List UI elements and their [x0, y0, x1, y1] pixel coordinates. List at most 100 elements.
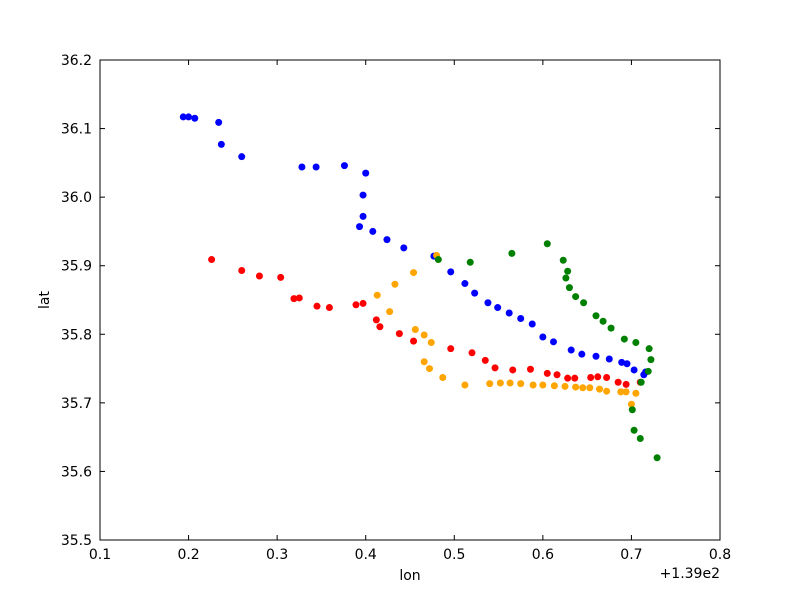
- data-point: [295, 294, 303, 302]
- y-tick-label: 35.7: [61, 396, 92, 412]
- data-point: [340, 162, 348, 170]
- data-point: [572, 383, 580, 391]
- data-point: [496, 379, 504, 387]
- data-point: [528, 320, 536, 328]
- data-point: [359, 191, 367, 199]
- y-tick-label: 35.8: [61, 327, 92, 343]
- data-point: [373, 291, 381, 299]
- data-point: [238, 267, 246, 275]
- data-point: [549, 338, 557, 346]
- data-point: [567, 346, 575, 354]
- plot-frame: [99, 59, 721, 541]
- data-point: [179, 113, 187, 121]
- data-point: [630, 426, 638, 434]
- data-point: [617, 388, 625, 396]
- y-tick-label: 35.9: [61, 259, 92, 275]
- data-point: [517, 315, 525, 323]
- data-point: [447, 345, 455, 353]
- y-tick-label: 35.5: [61, 533, 92, 549]
- data-point: [410, 269, 418, 277]
- data-point: [383, 236, 391, 244]
- data-point: [562, 274, 570, 282]
- data-point: [290, 295, 298, 303]
- data-point: [644, 367, 652, 375]
- data-point: [461, 381, 469, 389]
- data-point: [494, 304, 502, 312]
- data-point: [596, 385, 604, 393]
- data-point: [628, 406, 636, 414]
- data-point: [579, 384, 587, 392]
- data-point: [325, 304, 333, 312]
- data-point: [653, 454, 661, 462]
- data-point: [362, 169, 370, 177]
- data-point: [255, 272, 263, 280]
- data-point: [447, 268, 455, 276]
- data-point: [217, 140, 225, 148]
- data-point: [553, 371, 561, 379]
- data-point: [627, 400, 635, 408]
- data-point: [632, 339, 640, 347]
- data-point: [277, 273, 285, 281]
- data-point: [411, 325, 419, 333]
- data-point: [605, 355, 613, 363]
- data-point: [191, 114, 199, 122]
- data-point: [395, 330, 403, 338]
- data-point: [391, 280, 399, 288]
- data-point: [481, 356, 489, 364]
- data-point: [352, 301, 360, 309]
- data-point: [572, 293, 580, 301]
- x-tick-label: 0.6: [532, 547, 554, 563]
- data-point: [620, 335, 628, 343]
- data-point: [526, 365, 534, 373]
- data-point: [622, 388, 630, 396]
- data-point: [543, 240, 551, 248]
- data-point: [607, 324, 615, 332]
- data-point: [637, 378, 645, 386]
- data-point: [618, 358, 626, 366]
- data-point: [215, 118, 223, 126]
- data-point: [466, 258, 474, 266]
- x-tick-label: 0.4: [355, 547, 377, 563]
- data-point: [313, 302, 321, 310]
- data-point: [506, 379, 514, 387]
- data-point: [592, 312, 600, 320]
- data-point: [564, 374, 572, 382]
- data-point: [376, 323, 384, 331]
- data-point: [614, 378, 622, 386]
- x-offset-label: +1.39e2: [660, 566, 720, 582]
- data-point: [578, 350, 586, 358]
- data-point: [561, 382, 569, 390]
- data-point: [529, 381, 537, 389]
- points-layer: [179, 113, 661, 462]
- data-point: [400, 244, 408, 252]
- data-point: [312, 163, 320, 171]
- data-point: [505, 309, 513, 317]
- data-point: [559, 256, 567, 264]
- data-point: [508, 249, 516, 257]
- data-point: [427, 339, 435, 347]
- data-point: [471, 289, 479, 297]
- x-tick-label: 0.8: [709, 547, 731, 563]
- data-point: [630, 366, 638, 374]
- data-point: [420, 331, 428, 339]
- data-point: [356, 223, 364, 231]
- data-point: [434, 256, 442, 264]
- y-axis-label: lat: [37, 291, 53, 309]
- data-point: [386, 308, 394, 316]
- data-point: [603, 387, 611, 395]
- data-point: [425, 365, 433, 373]
- data-point: [185, 113, 193, 121]
- y-tick-label: 36.0: [61, 190, 92, 206]
- data-point: [439, 373, 447, 381]
- data-point: [636, 435, 644, 443]
- x-tick-label: 0.2: [177, 547, 199, 563]
- data-point: [592, 352, 600, 360]
- data-point: [632, 389, 640, 397]
- x-tick-label: 0.1: [89, 547, 111, 563]
- y-tick-label: 35.6: [61, 464, 92, 480]
- data-point: [594, 373, 602, 381]
- x-tick-label: 0.3: [266, 547, 288, 563]
- data-point: [491, 364, 499, 372]
